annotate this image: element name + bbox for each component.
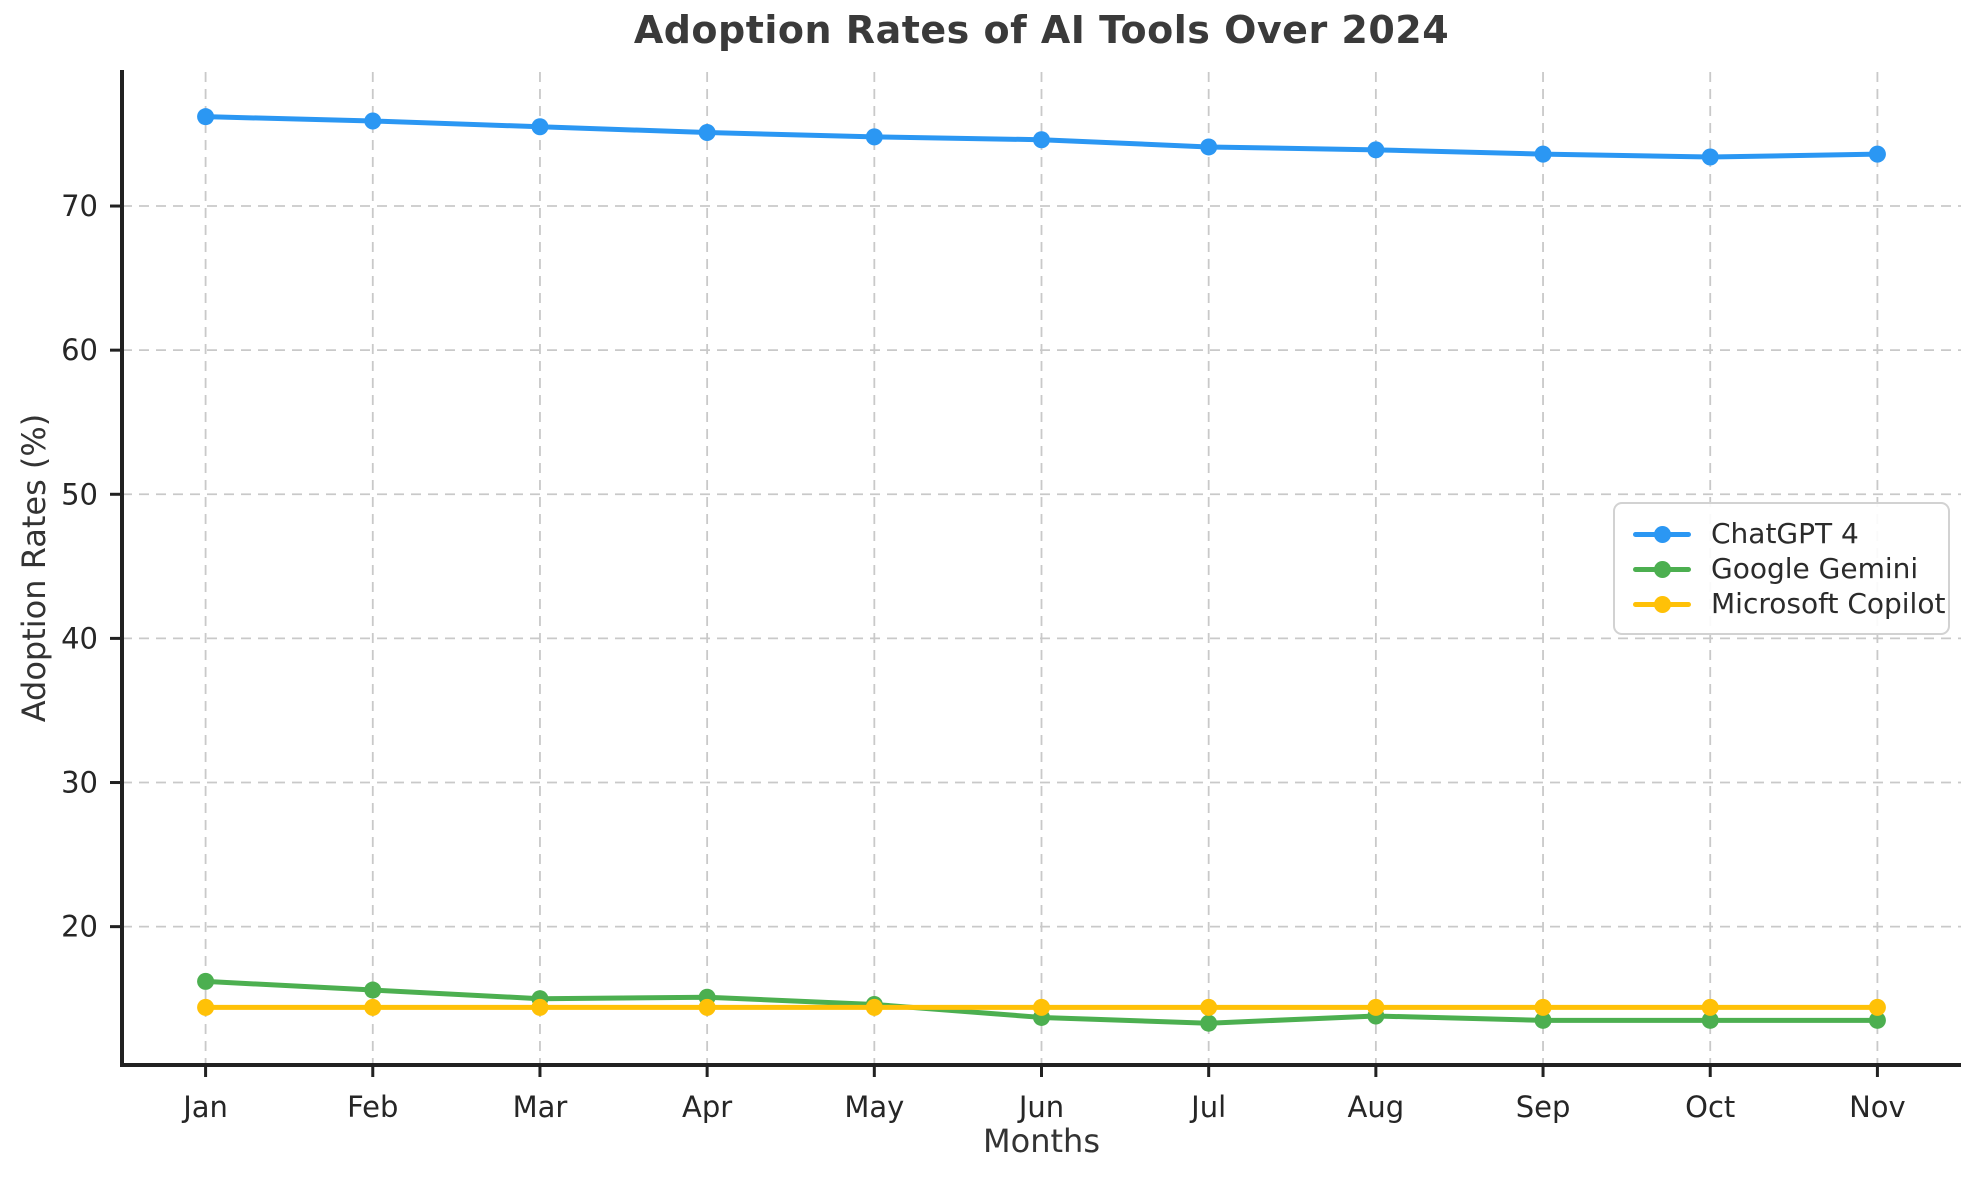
x-tick-label: Oct [1685, 1090, 1735, 1124]
y-axis-label: Adoption Rates (%) [15, 413, 53, 723]
data-point-chatgpt-4 [698, 124, 716, 142]
y-tick-label: 70 [61, 189, 98, 223]
data-point-google-gemini [1534, 1011, 1552, 1029]
legend-label: Microsoft Copilot [1711, 587, 1946, 620]
data-point-microsoft-copilot [698, 998, 716, 1016]
legend-line-dot-icon [1633, 595, 1691, 613]
x-tick-label: Jun [1017, 1090, 1064, 1124]
x-tick-label: Aug [1348, 1090, 1405, 1124]
legend-label: Google Gemini [1711, 552, 1919, 585]
data-point-chatgpt-4 [1868, 145, 1886, 163]
y-tick-label: 60 [61, 333, 98, 367]
legend-line-dot-icon [1633, 560, 1691, 578]
x-tick-label: Mar [513, 1090, 568, 1124]
legend-dot-swatch [1654, 560, 1671, 578]
y-tick-label: 40 [61, 621, 98, 655]
data-point-chatgpt-4 [1367, 141, 1385, 159]
x-tick-label: Sep [1516, 1090, 1571, 1124]
data-point-google-gemini [1200, 1014, 1218, 1032]
data-point-google-gemini [1868, 1011, 1886, 1029]
data-point-microsoft-copilot [1701, 998, 1719, 1016]
x-tick-label: Apr [682, 1090, 732, 1124]
data-point-microsoft-copilot [531, 998, 549, 1016]
data-point-microsoft-copilot [1534, 998, 1552, 1016]
data-point-chatgpt-4 [531, 118, 549, 136]
data-point-google-gemini [364, 981, 382, 999]
data-point-chatgpt-4 [865, 128, 883, 146]
x-tick-label: Jan [181, 1090, 228, 1124]
data-point-google-gemini [197, 972, 215, 990]
data-point-chatgpt-4 [364, 112, 382, 130]
data-point-microsoft-copilot [197, 998, 215, 1016]
x-tick-label: Jul [1189, 1090, 1226, 1124]
data-point-chatgpt-4 [1534, 145, 1552, 163]
data-point-microsoft-copilot [1868, 998, 1886, 1016]
x-tick-label: May [844, 1090, 904, 1124]
legend-label: ChatGPT 4 [1711, 517, 1859, 550]
y-tick-label: 50 [61, 477, 98, 511]
data-point-microsoft-copilot [865, 998, 883, 1016]
data-point-chatgpt-4 [1701, 148, 1719, 166]
x-tick-label: Nov [1849, 1090, 1906, 1124]
y-tick-label: 30 [61, 766, 98, 800]
legend-line-dot-icon [1633, 525, 1691, 543]
data-point-microsoft-copilot [1033, 998, 1050, 1016]
data-point-chatgpt-4 [197, 108, 215, 126]
legend-item-chatgpt-4: ChatGPT 4 [1633, 516, 1930, 551]
data-point-google-gemini [1701, 1011, 1719, 1029]
data-point-chatgpt-4 [1200, 138, 1218, 156]
x-tick-label: Feb [347, 1090, 398, 1124]
legend-item-google-gemini: Google Gemini [1633, 551, 1930, 586]
x-axis-label: Months [983, 1122, 1100, 1160]
data-point-microsoft-copilot [1200, 998, 1218, 1016]
legend-item-microsoft-copilot: Microsoft Copilot [1633, 586, 1945, 621]
data-point-microsoft-copilot [364, 998, 382, 1016]
legend-dot-swatch [1654, 595, 1671, 613]
legend-dot-swatch [1654, 525, 1671, 543]
legend: ChatGPT 4 Google Gemini Microsoft Copilot [1613, 502, 1950, 635]
y-tick-label: 20 [61, 910, 98, 944]
chart-title: Adoption Rates of AI Tools Over 2024 [633, 8, 1450, 52]
data-point-chatgpt-4 [1033, 131, 1050, 149]
data-point-microsoft-copilot [1367, 998, 1385, 1016]
